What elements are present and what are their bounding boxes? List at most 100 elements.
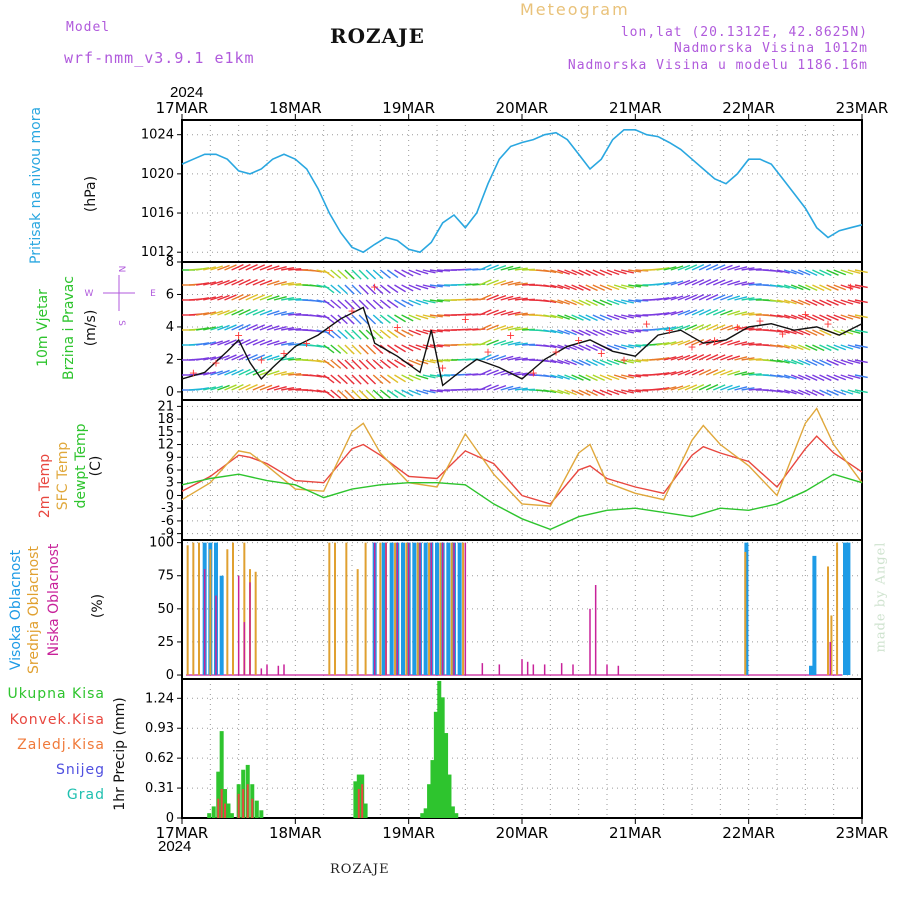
wind-arrow bbox=[422, 374, 436, 379]
wind-arrow bbox=[833, 299, 847, 306]
wind-arrow bbox=[613, 314, 627, 320]
wind-arrow bbox=[514, 387, 528, 391]
wind-arrow bbox=[677, 339, 691, 346]
wind-arrow bbox=[727, 385, 741, 391]
wind-arrow bbox=[670, 340, 684, 346]
wind-arrow bbox=[776, 329, 790, 334]
wind-arrow bbox=[394, 269, 406, 278]
model-label: Model bbox=[66, 20, 111, 35]
wind-arrow bbox=[252, 354, 266, 361]
cloud-bar bbox=[532, 664, 535, 676]
wind-arrow bbox=[358, 374, 369, 385]
wind-arrow bbox=[734, 371, 748, 376]
wind-arrow bbox=[833, 269, 847, 276]
x-tick-label-bottom: 17MAR bbox=[156, 824, 209, 842]
wind-arrow bbox=[507, 341, 521, 346]
wind-arrow bbox=[486, 324, 499, 331]
precip-conv-bar bbox=[251, 798, 254, 818]
wind-arrow bbox=[344, 299, 355, 310]
wind-arrow bbox=[805, 314, 818, 321]
cloud-bar bbox=[419, 542, 421, 676]
wind-arrow bbox=[266, 355, 280, 361]
wind-gust-marker: + bbox=[846, 280, 855, 293]
wind-arrow bbox=[288, 327, 302, 331]
wind-arrow bbox=[557, 314, 570, 320]
wind-arrow bbox=[436, 314, 451, 317]
wind-arrow bbox=[281, 266, 295, 271]
wind-arrow bbox=[500, 265, 514, 271]
wind-arrow bbox=[670, 325, 684, 331]
wind-arrow bbox=[585, 374, 598, 382]
wind-arrow bbox=[805, 344, 818, 351]
wind-arrow bbox=[613, 269, 627, 275]
wind-arrow bbox=[783, 284, 797, 290]
wind-arrow bbox=[691, 323, 705, 331]
wind-arrow bbox=[585, 314, 598, 322]
wind-arrow bbox=[826, 359, 839, 366]
wind-arrow bbox=[748, 343, 762, 346]
wind-arrow bbox=[854, 344, 868, 349]
wind-arrow bbox=[259, 309, 273, 316]
wind-arrow bbox=[486, 279, 499, 286]
wind-arrow bbox=[819, 389, 832, 397]
wind-arrow bbox=[486, 264, 499, 271]
wind-arrow bbox=[621, 284, 634, 289]
wind-arrow bbox=[847, 329, 861, 335]
wind-arrow bbox=[238, 323, 251, 331]
wind-arrow bbox=[429, 359, 443, 363]
wind-arrow bbox=[379, 284, 391, 294]
wind-arrow bbox=[238, 308, 251, 316]
wind-arrow bbox=[684, 324, 698, 331]
wind-arrow bbox=[854, 299, 868, 304]
wind-arrow bbox=[840, 374, 854, 380]
wind-arrow bbox=[783, 344, 797, 350]
wind-arrow bbox=[677, 384, 691, 391]
wind-arrow bbox=[493, 279, 507, 286]
wind-arrow bbox=[635, 299, 649, 302]
x-tick-label-bottom: 20MAR bbox=[496, 824, 549, 842]
wind-arrow bbox=[705, 323, 719, 331]
wind-arrow bbox=[281, 341, 295, 346]
cloud-bar bbox=[254, 571, 257, 676]
wind-arrow bbox=[805, 284, 818, 291]
wind-arrow bbox=[557, 284, 570, 290]
wind-arrow bbox=[238, 368, 251, 376]
wind-arrow bbox=[550, 359, 564, 365]
cloud-bar bbox=[389, 542, 394, 676]
wind-arrow bbox=[323, 299, 335, 309]
wind-arrow bbox=[252, 294, 266, 301]
legend-convective-rain: Konvek.Kisa bbox=[9, 712, 105, 728]
wind-arrow bbox=[606, 344, 620, 351]
cloud-bar bbox=[423, 542, 428, 676]
wind-arrow bbox=[273, 311, 287, 316]
wind-arrow bbox=[323, 389, 335, 399]
cloud-bar bbox=[846, 542, 851, 676]
wind-arrow bbox=[337, 374, 348, 385]
wind-arrow bbox=[698, 383, 712, 391]
y-tick-label: 6 bbox=[166, 287, 174, 302]
wind-arrow bbox=[543, 359, 557, 364]
wind-arrow bbox=[734, 326, 748, 331]
wind-arrow bbox=[479, 324, 492, 331]
wind-arrow bbox=[578, 344, 591, 352]
wind-arrow bbox=[833, 374, 847, 381]
wind-arrow bbox=[840, 269, 854, 275]
cloud-bar bbox=[744, 551, 747, 676]
y-tick-label: 0.93 bbox=[145, 721, 174, 736]
wind-arrow bbox=[281, 371, 295, 376]
wind-arrow bbox=[387, 329, 399, 339]
wind-arrow bbox=[571, 344, 584, 351]
wind-arrow bbox=[217, 324, 230, 331]
wind-arrow bbox=[309, 314, 323, 318]
wind-arrow bbox=[705, 293, 719, 301]
wind-arrow bbox=[224, 354, 237, 361]
wind-arrow bbox=[621, 269, 634, 274]
wind-arrow bbox=[436, 329, 451, 332]
cloud-bar bbox=[812, 555, 817, 676]
wind-arrow bbox=[698, 308, 712, 316]
cloud-bar bbox=[446, 542, 451, 676]
wind-arrow bbox=[288, 312, 302, 316]
wind-arrow bbox=[712, 309, 726, 316]
cloud-bar bbox=[186, 545, 189, 676]
wind-arrow bbox=[387, 344, 399, 354]
